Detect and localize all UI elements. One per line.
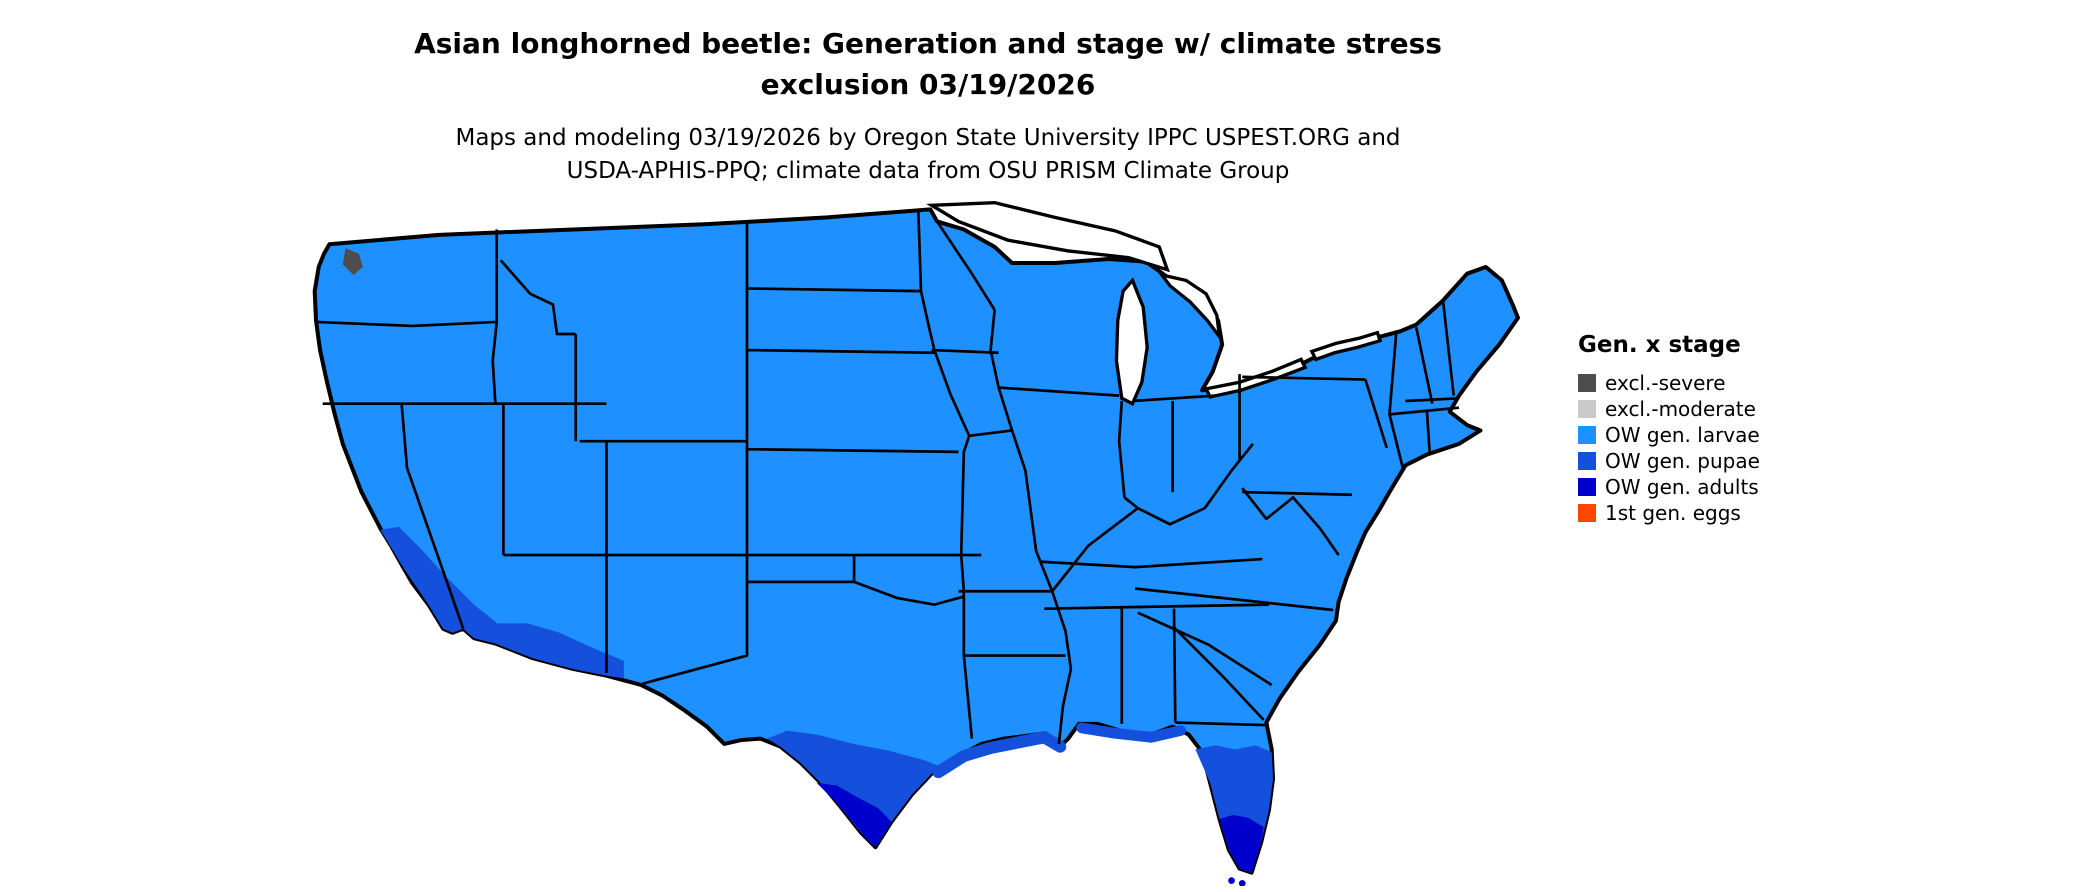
map-title-line1: Asian longhorned beetle: Generation and … (414, 27, 1442, 60)
state-boundaries (315, 210, 1460, 745)
legend-swatch-ow-adults (1578, 478, 1596, 496)
legend-swatch-excl-severe (1578, 374, 1596, 392)
map-subtitle-line2: USDA-APHIS-PPQ; climate data from OSU PR… (566, 158, 1290, 185)
legend-title: Gen. x stage (1578, 332, 1741, 358)
legend-swatch-excl-moderate (1578, 400, 1596, 418)
map-title: Asian longhorned beetle: Generation and … (0, 24, 1856, 105)
legend-label-excl-moderate: excl.-moderate (1605, 397, 1756, 421)
legend-swatch-1st-gen-eggs (1578, 504, 1596, 522)
legend-item-1st-gen-eggs: 1st gen. eggs (1578, 500, 1760, 526)
map-title-line2: exclusion 03/19/2026 (760, 67, 1096, 101)
stage-region-pupae-south-texas (767, 730, 942, 848)
stage-region-excl-severe-washington (342, 248, 363, 276)
legend-item-ow-adults: OW gen. adults (1578, 474, 1760, 500)
legend-label-ow-larvae: OW gen. larvae (1605, 423, 1760, 447)
stage-region-pupae-gulf-coast-strip (932, 730, 1067, 779)
map-subtitle: Maps and modeling 03/19/2026 by Oregon S… (0, 122, 1856, 189)
lake-huron (1157, 272, 1222, 343)
legend-swatch-ow-larvae (1578, 426, 1596, 444)
legend-item-ow-larvae: OW gen. larvae (1578, 422, 1760, 448)
lake-michigan (1114, 277, 1149, 406)
map-subtitle-line1: Maps and modeling 03/19/2026 by Oregon S… (455, 125, 1401, 151)
stage-region-adults-texas-tip (816, 782, 892, 848)
legend-swatch-ow-pupae (1578, 452, 1596, 470)
legend-label-ow-adults: OW gen. adults (1605, 475, 1759, 499)
legend-item-excl-moderate: excl.-moderate (1578, 396, 1760, 422)
stage-region-adults-south-florida (1219, 814, 1264, 873)
us-map-svg (312, 200, 1520, 886)
stage-region-pupae-panhandle-coast-strip (1076, 722, 1187, 743)
stage-region-pupae-socal (380, 526, 501, 644)
legend-label-excl-severe: excl.-severe (1605, 371, 1726, 395)
us-map (308, 200, 1530, 886)
lake-ontario (1309, 330, 1383, 362)
stage-region-adults-florida-keys-1 (1228, 877, 1235, 884)
legend: Gen. x stage excl.-severe excl.-moderate… (1578, 332, 1760, 526)
legend-label-1st-gen-eggs: 1st gen. eggs (1605, 501, 1741, 525)
legend-item-excl-severe: excl.-severe (1578, 370, 1760, 396)
stage-region-adults-florida-keys-2 (1238, 879, 1246, 886)
stage-region-pupae-arizona (473, 623, 624, 679)
legend-item-ow-pupae: OW gen. pupae (1578, 448, 1760, 474)
lake-superior (926, 200, 1170, 273)
legend-label-ow-pupae: OW gen. pupae (1605, 449, 1760, 473)
